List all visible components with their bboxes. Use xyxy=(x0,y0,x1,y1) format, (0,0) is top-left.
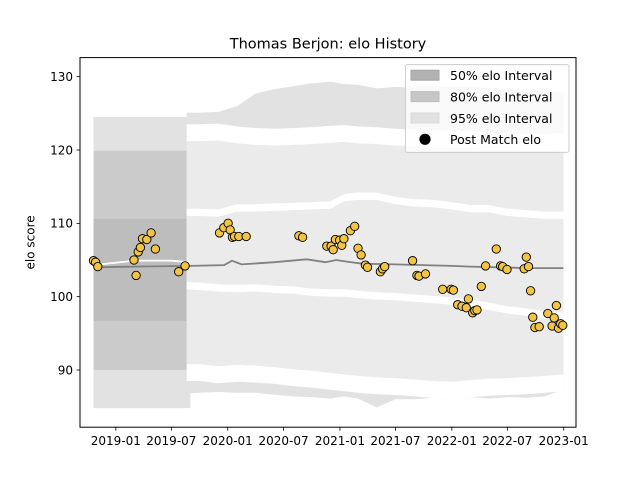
post-match-point xyxy=(523,261,534,272)
post-match-point xyxy=(93,261,103,272)
x-tick-label: 2023-01 xyxy=(539,434,589,448)
x-tick-label: 2022-07 xyxy=(482,434,532,448)
post-match-point xyxy=(534,322,544,332)
x-tick-label: 2019-07 xyxy=(146,434,196,448)
legend-swatch-95 xyxy=(410,112,440,124)
post-match-point xyxy=(297,232,308,242)
x-tick-label: 2020-07 xyxy=(258,434,308,448)
legend-box xyxy=(404,64,570,153)
post-match-point xyxy=(339,234,349,244)
post-match-point xyxy=(150,244,161,254)
elo-lines xyxy=(93,258,564,269)
interval-bands xyxy=(93,81,564,409)
legend-swatch-80 xyxy=(410,91,440,103)
post-match-point xyxy=(174,267,184,277)
post-match-point xyxy=(241,231,251,242)
chart-title: Thomas Berjon: elo History xyxy=(229,37,427,53)
post-match-points xyxy=(88,218,568,333)
mean-elo-line xyxy=(93,258,564,269)
post-match-point xyxy=(438,284,448,294)
post-match-point xyxy=(380,261,390,272)
post-match-point xyxy=(142,234,152,245)
y-tick-label: 100 xyxy=(50,290,73,304)
post-match-point xyxy=(558,320,568,330)
post-match-point xyxy=(463,294,474,304)
y-axis-label: elo score xyxy=(24,215,38,269)
band-gap-1 xyxy=(186,364,564,399)
y-tick-label: 90 xyxy=(58,363,73,377)
legend-swatch-50 xyxy=(410,69,440,81)
post-match-point xyxy=(476,281,486,292)
post-match-point xyxy=(461,303,471,313)
post-match-point xyxy=(521,252,531,262)
plot-frame xyxy=(79,57,577,428)
y-axis: 90 100 110 120 130 xyxy=(50,70,80,377)
post-match-point xyxy=(180,261,190,271)
post-match-point xyxy=(480,261,491,271)
post-match-point xyxy=(549,313,559,323)
post-match-point xyxy=(350,221,360,231)
band-gap-3 xyxy=(186,282,564,321)
x-axis: 2019-01 2019-07 2020-01 2020-07 2021-01 2021-… xyxy=(91,427,589,448)
legend-label-50: 50% elo Interval xyxy=(450,68,552,83)
post-match-point xyxy=(528,312,538,322)
y-tick-label: 120 xyxy=(50,143,73,157)
post-match-point xyxy=(356,250,366,260)
post-match-point xyxy=(543,308,553,319)
post-match-point xyxy=(135,242,146,253)
post-match-point xyxy=(146,228,156,238)
band-50 xyxy=(186,199,564,313)
post-match-point xyxy=(328,245,338,255)
legend-label-95: 95% elo Interval xyxy=(450,111,552,126)
post-match-point xyxy=(129,255,139,265)
x-tick-label: 2021-01 xyxy=(315,434,365,448)
prior-elo-line xyxy=(93,259,191,266)
post-match-point xyxy=(525,286,536,296)
x-tick-label: 2021-07 xyxy=(370,434,420,448)
post-match-point xyxy=(362,262,373,272)
post-match-point xyxy=(420,269,431,279)
x-tick-label: 2019-01 xyxy=(91,434,141,448)
post-match-point xyxy=(502,264,512,275)
legend: 50% elo Interval 80% elo Interval 95% el… xyxy=(404,64,570,153)
x-tick-label: 2020-01 xyxy=(203,434,253,448)
band-gap-2 xyxy=(186,192,564,219)
x-tick-label: 2022-01 xyxy=(427,434,477,448)
post-match-point xyxy=(448,285,459,295)
legend-label-80: 80% elo Interval xyxy=(450,89,552,104)
post-match-point xyxy=(551,300,562,311)
legend-label-post-match: Post Match elo xyxy=(450,132,541,147)
post-match-point xyxy=(491,244,501,254)
y-tick-label: 110 xyxy=(50,217,73,231)
post-match-point xyxy=(407,256,418,266)
post-match-point xyxy=(131,270,141,281)
y-tick-label: 130 xyxy=(50,70,73,84)
legend-marker-post-match xyxy=(419,133,431,145)
post-match-point xyxy=(472,305,482,315)
